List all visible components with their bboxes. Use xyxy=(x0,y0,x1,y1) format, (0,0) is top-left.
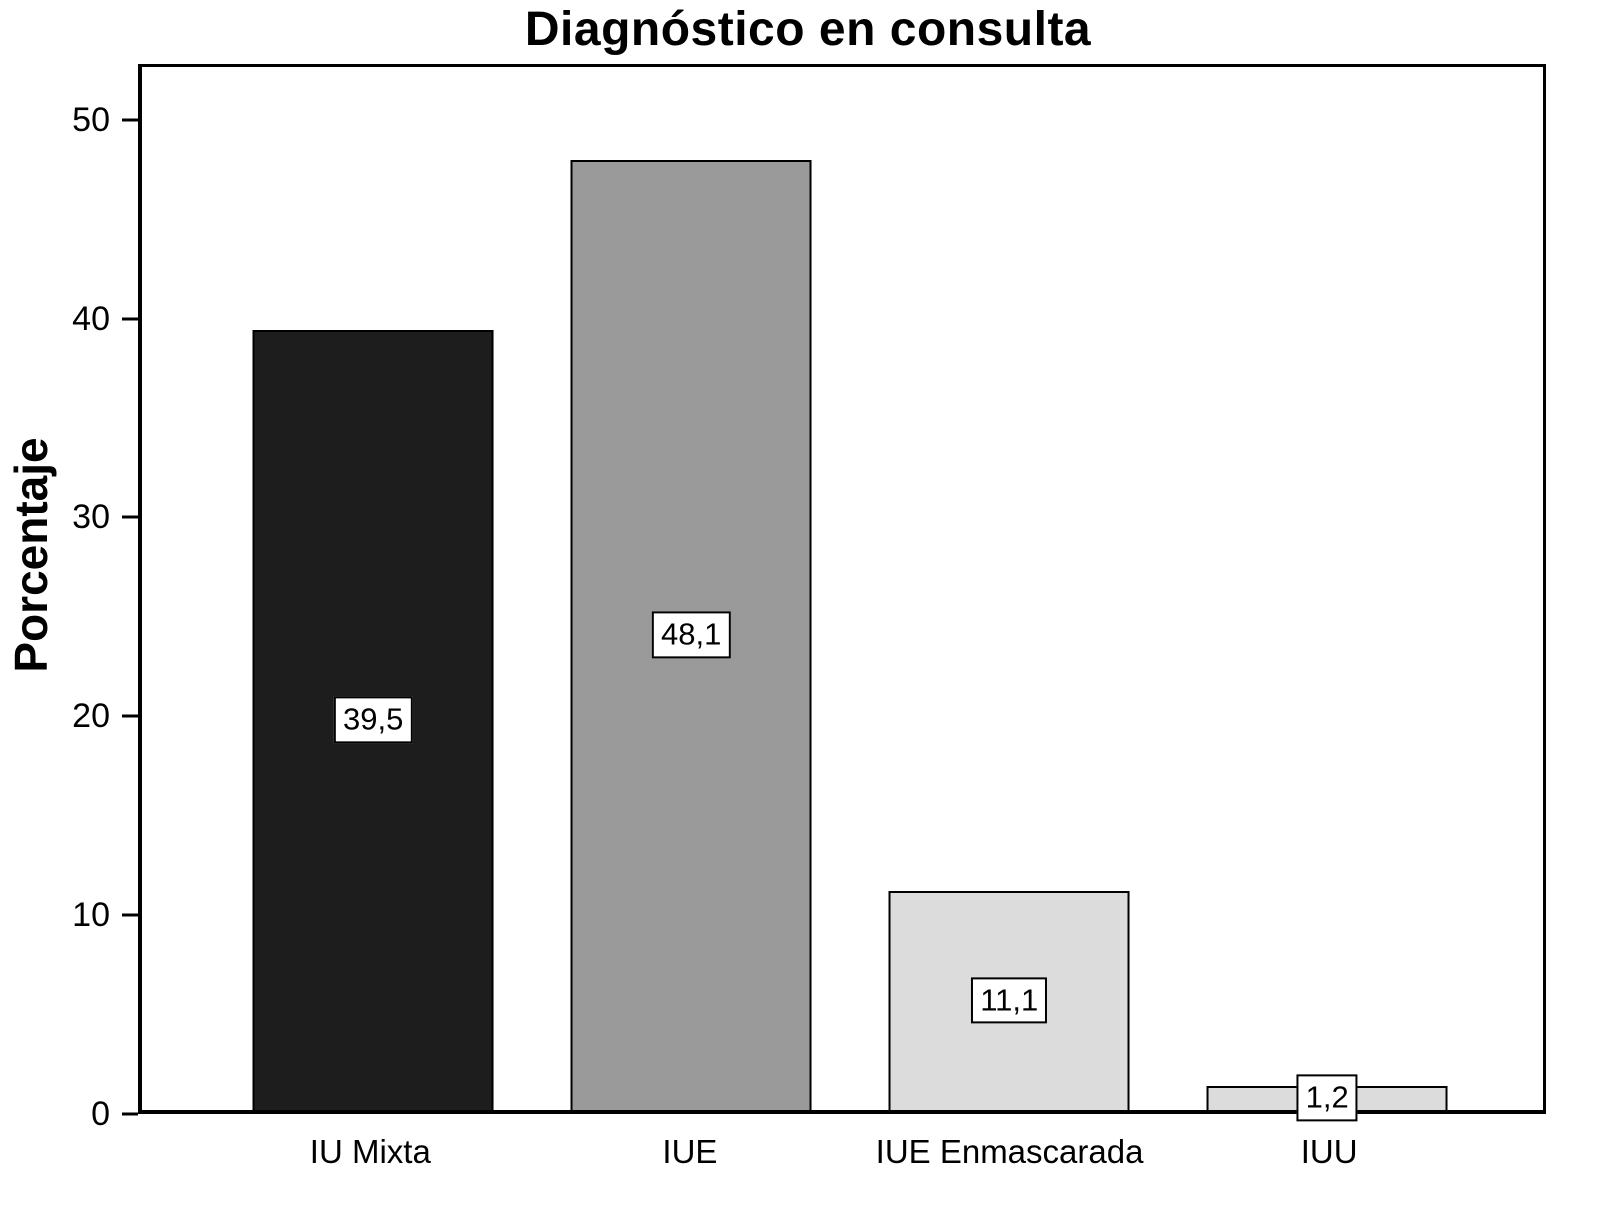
y-tick-label-30: 30 xyxy=(72,498,110,537)
y-tick-mark xyxy=(122,515,138,519)
y-tick-label-20: 20 xyxy=(72,697,110,736)
y-tick-label-0: 0 xyxy=(91,1095,110,1133)
x-tick-label-1: IU Mixta xyxy=(309,1133,431,1170)
x-tick-label-4: IUU xyxy=(1300,1133,1358,1170)
bar-value-label-2: 48,1 xyxy=(652,611,731,659)
bar-value-label-3: 11,1 xyxy=(971,977,1048,1024)
y-tick-mark xyxy=(122,118,138,122)
x-tick-label-3: IUE Enmascarada xyxy=(875,1133,1144,1170)
y-tick-mark xyxy=(122,1112,138,1116)
y-tick-label-10: 10 xyxy=(72,896,110,935)
y-axis-title: Porcentaje xyxy=(5,437,57,673)
x-tick-label-2: IUE xyxy=(662,1133,718,1170)
bar-value-label-1: 39,5 xyxy=(333,696,413,744)
y-tick-mark xyxy=(122,913,138,917)
y-tick-mark xyxy=(122,317,138,321)
y-tick-label-40: 40 xyxy=(72,299,110,338)
y-tick-label-50: 50 xyxy=(72,100,110,139)
chart-title: Diagnóstico en consulta xyxy=(524,3,1092,56)
plot-area: 39,5 48,1 11,1 1,2 xyxy=(138,64,1546,1122)
y-tick-mark xyxy=(122,714,138,718)
bar-value-label-4: 1,2 xyxy=(1296,1074,1358,1122)
x-axis-labels: IU Mixta IUE IUE Enmascarada IUU xyxy=(138,1132,1546,1192)
